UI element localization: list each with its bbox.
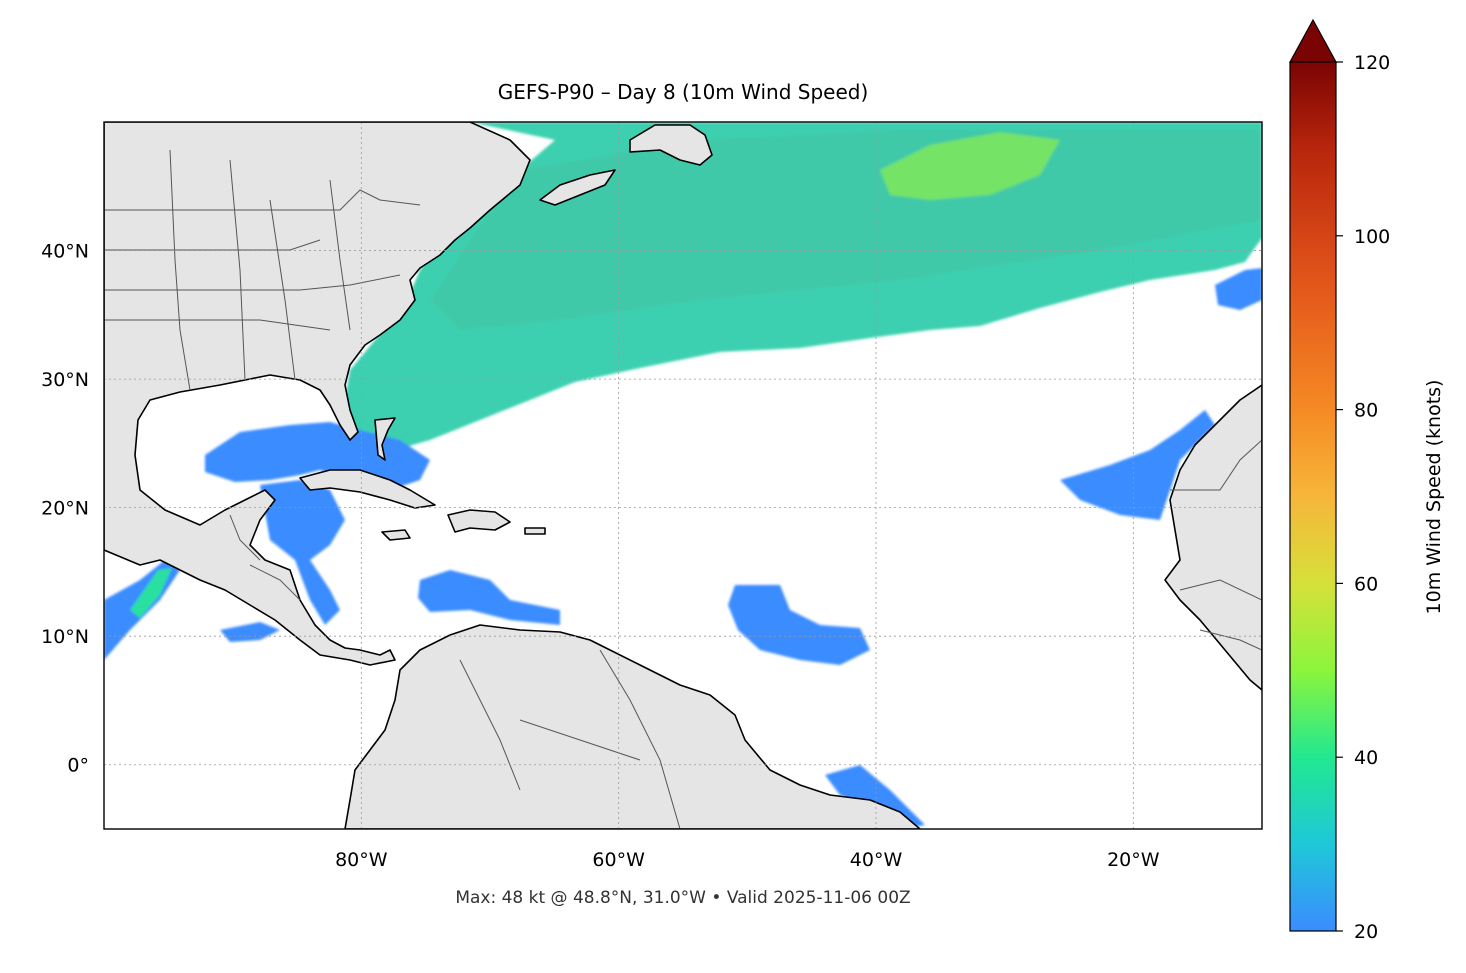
lon-tick-label: 80°W [335, 849, 388, 871]
wind-field-gulf [205, 422, 430, 490]
wind-field-north-atlantic-core [430, 130, 1262, 330]
wind-field-caribbean-east [418, 570, 560, 625]
colorbar-extend-arrow [1288, 18, 1338, 63]
map-frame [103, 121, 1263, 830]
wind-field-panama [220, 622, 280, 642]
land-nova-scotia [539, 169, 616, 206]
colorbar-tick-label: 120 [1354, 52, 1390, 74]
land-north-america [104, 122, 531, 666]
wind-field-eastern-atlantic [1060, 410, 1215, 520]
lon-tick-label: 60°W [592, 849, 645, 871]
lon-tick-label: 40°W [850, 849, 903, 871]
lat-tick-label: 10°N [41, 626, 89, 648]
colorbar-tick-label: 100 [1354, 226, 1390, 248]
lat-tick-label: 20°N [41, 498, 89, 520]
wind-field-tropical-central [728, 585, 870, 665]
wind-field-tehuantepec-core [130, 568, 172, 618]
land-jamaica [381, 529, 411, 541]
land-africa [1164, 384, 1262, 691]
gridlines [104, 122, 1262, 829]
colorbar-tick-label: 80 [1354, 400, 1378, 422]
lon-tick-label: 20°W [1107, 849, 1160, 871]
colorbar-tick-label: 20 [1354, 921, 1378, 943]
wind-field [104, 122, 1262, 829]
lat-axis-labels: 40°N 30°N 20°N 10°N 0° [41, 241, 89, 777]
colorbar: 120 100 80 60 40 20 10m Wind Speed (knots) [1288, 18, 1445, 943]
lon-axis-labels: 80°W 60°W 40°W 20°W [335, 849, 1160, 871]
land-cuba [299, 469, 436, 509]
wind-field-canary [1215, 268, 1262, 310]
map-area [104, 122, 1262, 829]
wind-field-max-area [880, 132, 1060, 200]
borders [104, 149, 1262, 829]
land-newfoundland [629, 124, 713, 166]
map-title: GEFS-P90 – Day 8 (10m Wind Speed) [498, 80, 869, 104]
land [104, 122, 1262, 829]
land-hispaniola [447, 509, 511, 533]
land-south-america [344, 624, 921, 829]
colorbar-bar [1289, 61, 1337, 932]
land-bahamas [374, 417, 396, 461]
lat-tick-label: 40°N [41, 241, 89, 263]
colorbar-tick-label: 40 [1354, 747, 1378, 769]
colorbar-ticks: 120 100 80 60 40 20 [1336, 52, 1390, 943]
colorbar-tick-label: 60 [1354, 573, 1378, 595]
lat-tick-label: 30°N [41, 369, 89, 391]
lat-tick-label: 0° [67, 755, 89, 777]
wind-field-caribbean-west [260, 480, 345, 625]
colorbar-label: 10m Wind Speed (knots) [1423, 380, 1445, 615]
max-info-footer: Max: 48 kt @ 48.8°N, 31.0°W • Valid 2025… [455, 888, 910, 908]
land-puerto-rico [524, 527, 546, 535]
